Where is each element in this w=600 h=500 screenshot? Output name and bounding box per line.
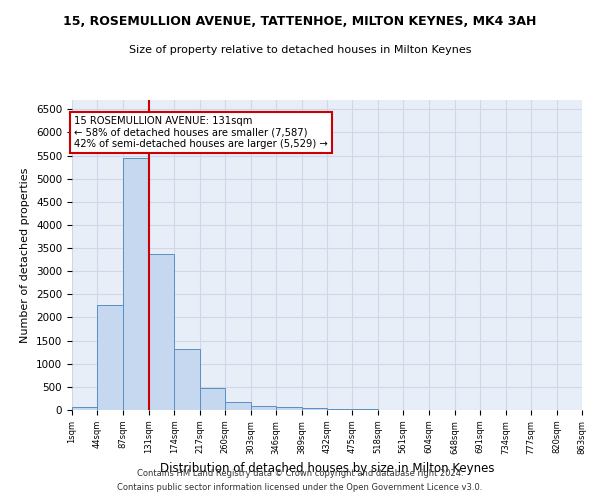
Text: Contains public sector information licensed under the Open Government Licence v3: Contains public sector information licen… <box>118 484 482 492</box>
Bar <box>72 406 97 410</box>
Bar <box>276 408 302 410</box>
Bar <box>200 388 225 410</box>
Bar <box>251 406 276 410</box>
Bar <box>175 349 200 410</box>
Bar <box>327 408 352 410</box>
Bar <box>225 402 251 410</box>
Text: 15, ROSEMULLION AVENUE, TATTENHOE, MILTON KEYNES, MK4 3AH: 15, ROSEMULLION AVENUE, TATTENHOE, MILTO… <box>64 15 536 28</box>
Bar <box>123 158 149 410</box>
Text: Size of property relative to detached houses in Milton Keynes: Size of property relative to detached ho… <box>129 45 471 55</box>
Y-axis label: Number of detached properties: Number of detached properties <box>20 168 31 342</box>
Bar <box>302 408 327 410</box>
Bar <box>149 254 175 410</box>
Bar <box>352 409 378 410</box>
Bar <box>97 304 123 410</box>
Text: Contains HM Land Registry data © Crown copyright and database right 2024.: Contains HM Land Registry data © Crown c… <box>137 468 463 477</box>
Text: 15 ROSEMULLION AVENUE: 131sqm
← 58% of detached houses are smaller (7,587)
42% o: 15 ROSEMULLION AVENUE: 131sqm ← 58% of d… <box>74 116 328 150</box>
X-axis label: Distribution of detached houses by size in Milton Keynes: Distribution of detached houses by size … <box>160 462 494 475</box>
